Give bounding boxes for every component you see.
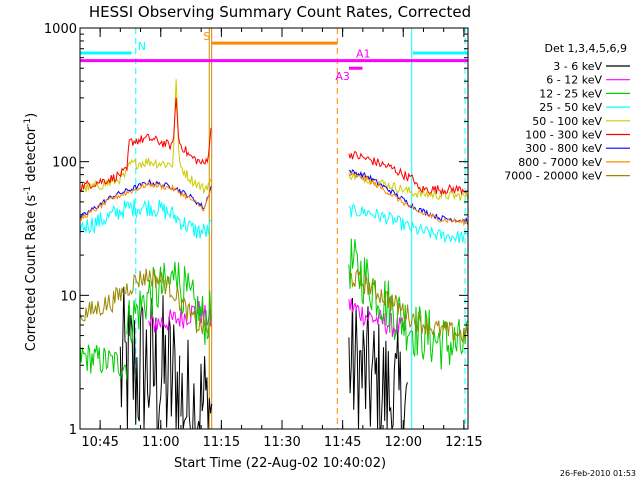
series-line — [80, 97, 212, 192]
series-7000-20000-kev — [80, 268, 468, 343]
footer-timestamp: 26-Feb-2010 01:53 — [560, 469, 636, 478]
y-axis-label-end: ) — [24, 113, 39, 118]
legend-title: Det 1,3,4,5,6,9 — [544, 42, 627, 55]
series-25-50-kev — [80, 199, 468, 244]
series-line — [348, 268, 468, 343]
series-line — [348, 150, 468, 196]
series-line — [180, 339, 213, 429]
legend-entry-label: 800 - 7000 keV — [518, 156, 602, 169]
series-line — [348, 172, 468, 201]
legend-entry-label: 3 - 6 keV — [553, 60, 602, 73]
legend-entry-label: 300 - 800 keV — [525, 142, 602, 155]
legend-entry-label: 12 - 25 keV — [539, 87, 602, 100]
x-tick-label: 11:45 — [324, 435, 361, 450]
state-bar-label: N — [138, 40, 146, 53]
series-line — [80, 343, 128, 380]
series-line — [80, 180, 212, 222]
series-line — [80, 79, 212, 194]
series-line — [348, 172, 468, 227]
series-line — [348, 297, 408, 429]
x-tick-label: 12:15 — [445, 435, 482, 450]
y-axis-label: Corrected Count Rate (s-1 detector-1) — [23, 113, 39, 351]
x-tick-label: 11:30 — [263, 435, 300, 450]
legend-entry-label: 100 - 300 keV — [525, 129, 602, 142]
instrument-state-bars: N S A1 A3 — [80, 30, 468, 83]
y-axis-label-sup2: -1 — [23, 118, 33, 127]
x-tick-label: 11:15 — [203, 435, 240, 450]
series-line — [348, 203, 468, 244]
legend-entry-label: 50 - 100 keV — [532, 115, 602, 128]
x-tick-label: 12:00 — [385, 435, 422, 450]
legend-entry-label: 7000 - 20000 keV — [504, 170, 602, 183]
series-line — [80, 199, 212, 239]
state-bar-label: S — [203, 30, 210, 43]
x-axis-label: Start Time (22-Aug-02 10:40:02) — [174, 456, 386, 471]
x-tick-label: 10:45 — [81, 435, 118, 450]
chart-title: HESSI Observing Summary Count Rates, Cor… — [89, 3, 471, 21]
y-tick-label: 1 — [69, 423, 77, 438]
legend-entry-label: 25 - 50 keV — [539, 101, 602, 114]
y-axis-label-sup1: -1 — [23, 186, 33, 195]
y-axis-label-mid: detector — [24, 126, 39, 186]
state-bar-label: A1 — [356, 48, 371, 61]
y-tick-label: 10 — [60, 289, 77, 304]
legend-entry-label: 6 - 12 keV — [546, 74, 602, 87]
y-axis-label-main: Corrected Count Rate (s — [24, 195, 39, 352]
y-tick-label: 1000 — [44, 22, 77, 37]
series-layer — [80, 79, 468, 429]
axes-layer: 10:45 11:00 11:15 11:30 11:45 12:00 12:15 1 10 10… — [44, 22, 483, 450]
series-800-7000-kev — [80, 172, 468, 227]
series-50-100-kev — [80, 79, 468, 201]
series-100-300-kev — [80, 97, 468, 196]
state-bar-label: A3 — [335, 70, 350, 83]
x-tick-label: 11:00 — [142, 435, 179, 450]
plot-frame — [79, 27, 469, 430]
series-line — [80, 268, 212, 335]
y-tick-label: 100 — [52, 156, 77, 171]
